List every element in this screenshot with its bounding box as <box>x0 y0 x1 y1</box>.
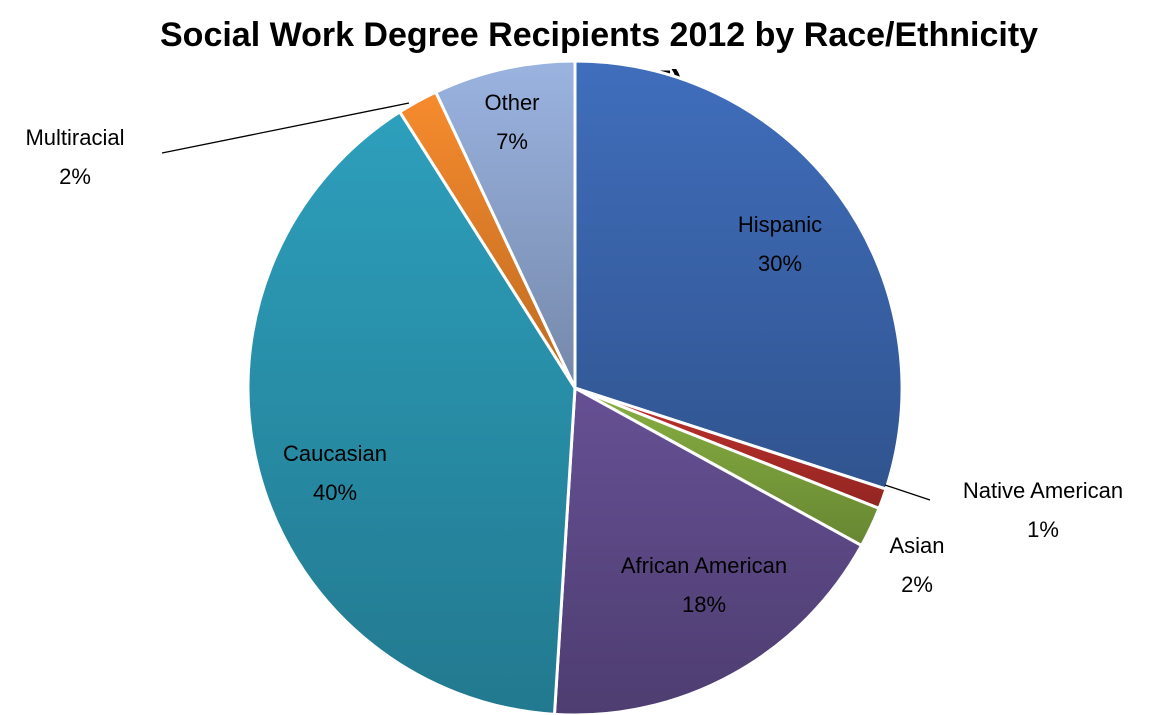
slice-percent-native-american: 1% <box>1027 517 1059 542</box>
slice-hispanic <box>573 59 904 491</box>
slice-percent-african-american: 18% <box>682 592 726 617</box>
slice-other <box>434 59 577 390</box>
slice-african-american <box>552 386 864 715</box>
slice-label-native-american: Native American <box>963 478 1123 503</box>
slice-percent-other: 7% <box>496 129 528 154</box>
leader-line-native-american <box>884 484 931 501</box>
slice-label-multiracial: Multiracial <box>25 125 124 150</box>
slice-caucasian <box>246 110 577 715</box>
leader-line-multiracial <box>161 102 410 154</box>
slice-label-hispanic: Hispanic <box>738 212 822 237</box>
slice-label-asian: Asian <box>889 533 944 558</box>
slice-percent-asian: 2% <box>901 572 933 597</box>
chart-title: Social Work Degree Recipients 2012 by Ra… <box>160 16 1039 54</box>
slice-label-caucasian: Caucasian <box>283 441 387 466</box>
slice-label-other: Other <box>484 90 539 115</box>
slice-percent-caucasian: 40% <box>313 480 357 505</box>
slice-percent-hispanic: 30% <box>758 251 802 276</box>
slice-percent-multiracial: 2% <box>59 164 91 189</box>
slice-label-african-american: African American <box>621 553 787 578</box>
